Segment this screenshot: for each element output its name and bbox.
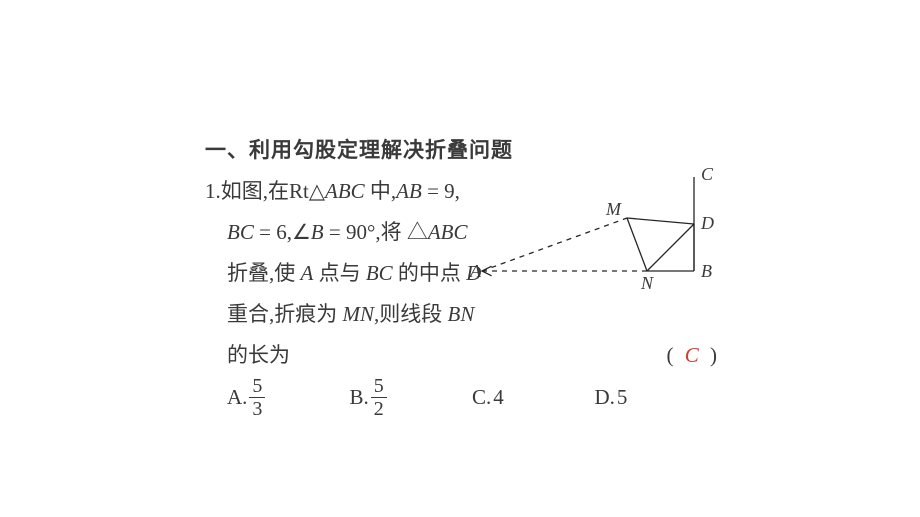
- options-row: A. 5 3 B. 5 2 C. 4 D. 5: [205, 376, 717, 419]
- q-tail-line: 的长为 ( C ): [205, 335, 717, 376]
- svg-text:N: N: [640, 273, 654, 293]
- svg-text:B: B: [701, 261, 712, 281]
- option-a-value: 5 3: [249, 376, 265, 419]
- chosen-answer: C: [679, 343, 705, 367]
- svg-text:M: M: [605, 199, 622, 219]
- svg-text:C: C: [701, 165, 714, 184]
- q-tail-text: 的长为: [227, 335, 290, 376]
- svg-text:A: A: [470, 261, 482, 281]
- option-d: D. 5: [595, 376, 718, 419]
- option-c-label: C.: [472, 377, 491, 418]
- option-b: B. 5 2: [350, 376, 473, 419]
- option-a-label: A.: [227, 377, 247, 418]
- option-d-label: D.: [595, 377, 615, 418]
- paren-left: (: [666, 343, 673, 367]
- answer-paren: ( C ): [666, 335, 717, 376]
- svg-text:D: D: [700, 213, 714, 233]
- paren-right: ): [710, 343, 717, 367]
- option-c: C. 4: [472, 376, 595, 419]
- option-d-value: 5: [617, 377, 628, 418]
- option-b-value: 5 2: [371, 376, 387, 419]
- option-b-label: B.: [350, 377, 369, 418]
- option-c-value: 4: [493, 377, 504, 418]
- geometry-diagram: A B C D M N: [470, 165, 720, 305]
- option-a: A. 5 3: [227, 376, 350, 419]
- question-number: 1.: [205, 171, 221, 212]
